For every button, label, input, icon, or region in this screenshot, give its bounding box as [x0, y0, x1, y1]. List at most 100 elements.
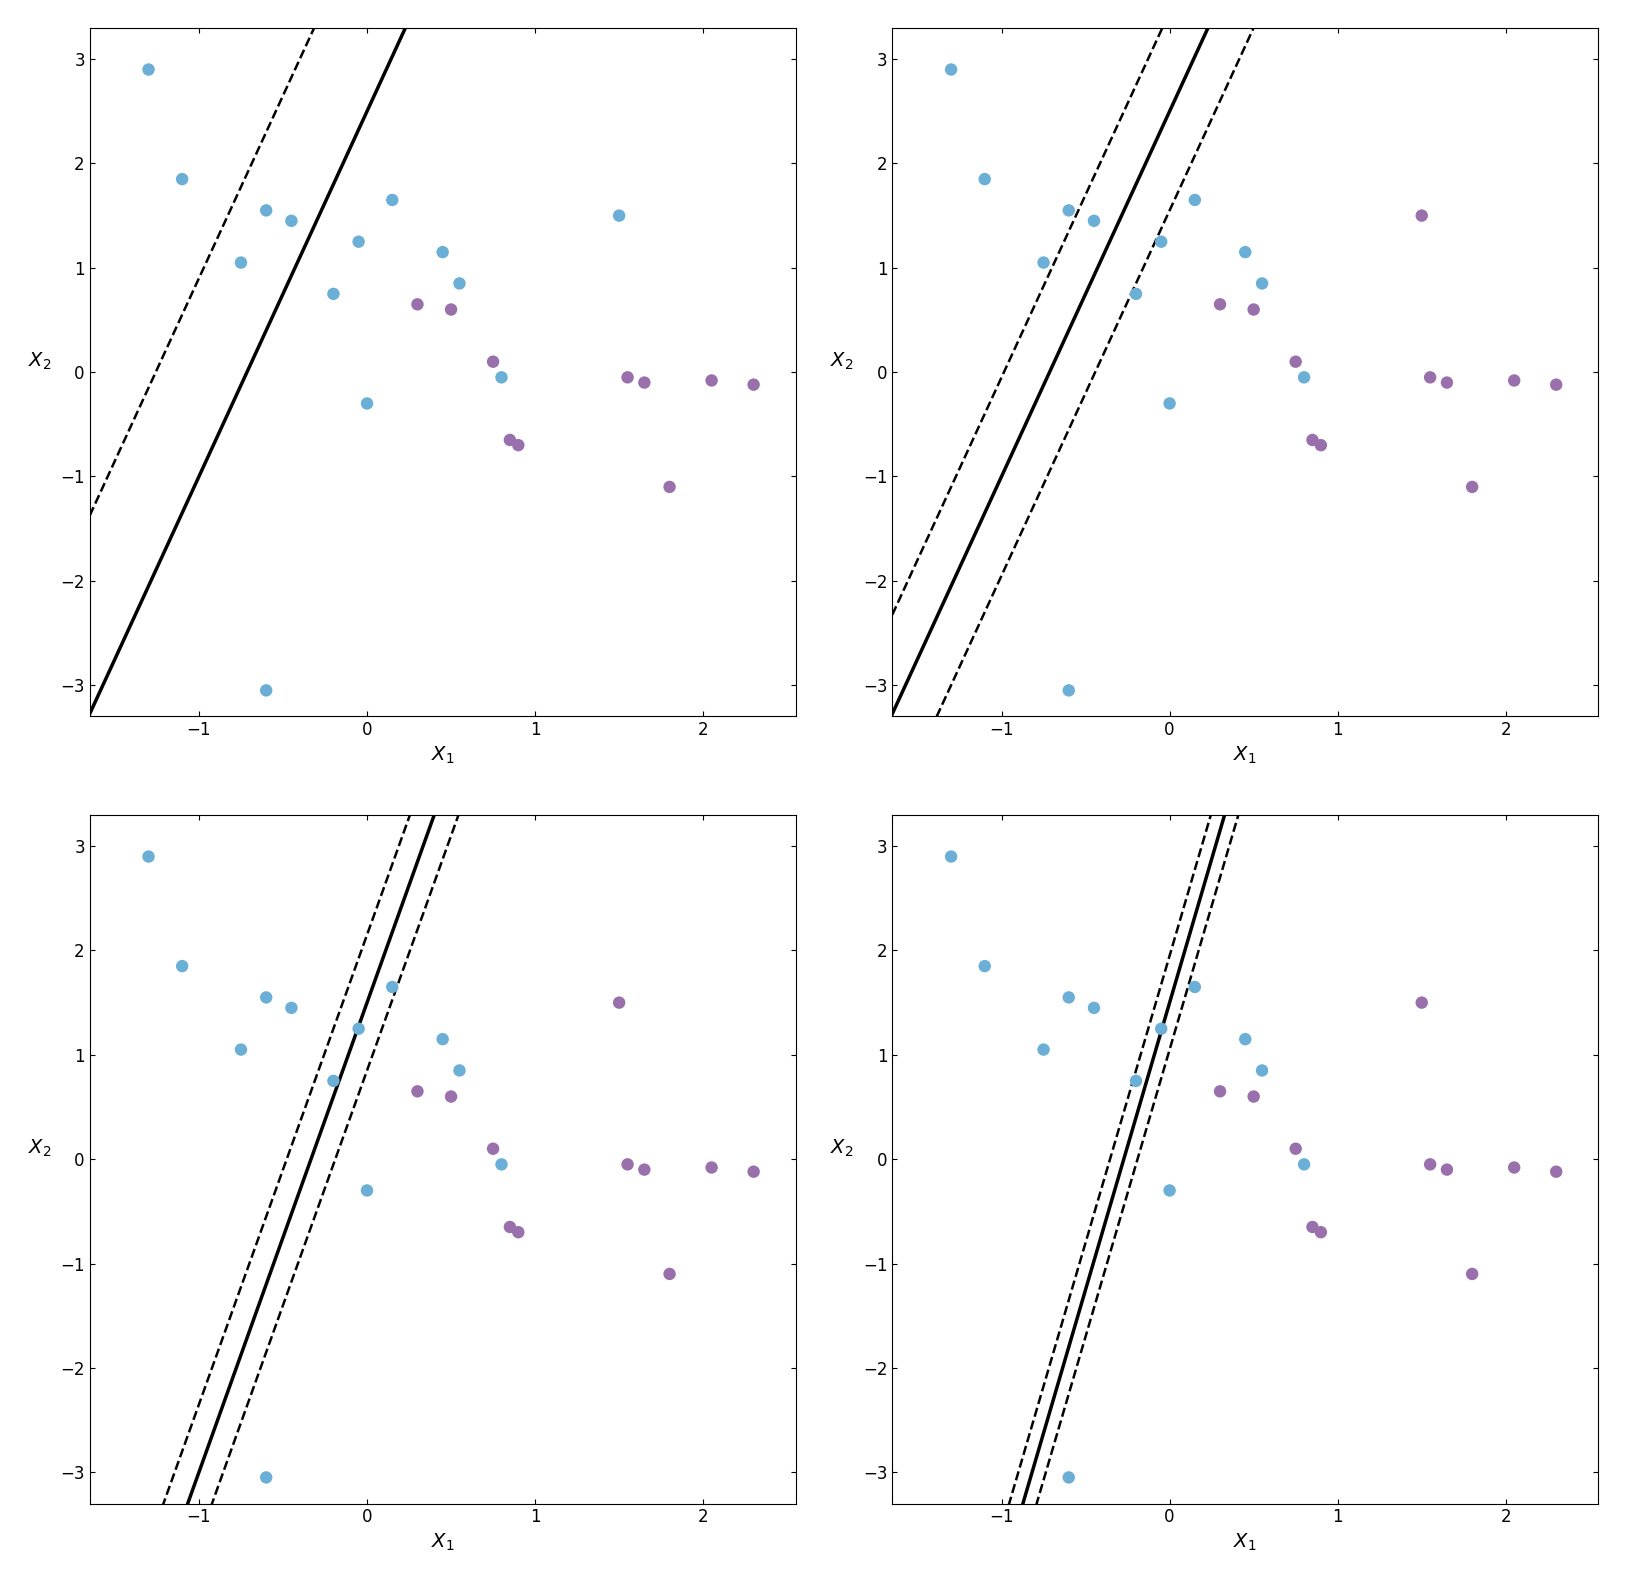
Point [1182, 974, 1208, 999]
Point [1299, 1214, 1325, 1240]
Point [1233, 239, 1259, 264]
Point [1459, 1262, 1485, 1287]
Y-axis label: $X_2$: $X_2$ [28, 1138, 52, 1159]
Point [1249, 270, 1275, 296]
Point [480, 349, 506, 375]
Point [1408, 202, 1434, 228]
Point [480, 1137, 506, 1162]
Point [1283, 1137, 1309, 1162]
Point [379, 187, 405, 212]
Point [447, 1058, 473, 1083]
Point [254, 678, 280, 704]
Point [1283, 349, 1309, 375]
Point [606, 202, 633, 228]
Point [498, 427, 524, 452]
X-axis label: $X_1$: $X_1$ [431, 1532, 454, 1553]
Point [1501, 1154, 1527, 1179]
Point [429, 1026, 455, 1051]
Point [1501, 368, 1527, 394]
Point [699, 1154, 725, 1179]
Point [437, 297, 463, 323]
Point [320, 281, 346, 307]
Point [379, 974, 405, 999]
Point [169, 166, 195, 191]
Point [1434, 1157, 1460, 1183]
Point [1459, 474, 1485, 500]
Point [1124, 1069, 1150, 1094]
Point [1031, 1037, 1057, 1062]
Point [228, 1037, 254, 1062]
Point [1156, 391, 1182, 416]
Point [699, 368, 725, 394]
Point [1055, 678, 1081, 704]
Y-axis label: $X_2$: $X_2$ [831, 1138, 854, 1159]
Point [228, 250, 254, 275]
Point [1408, 990, 1434, 1015]
Point [1124, 281, 1150, 307]
Point [1418, 1151, 1444, 1176]
Point [135, 844, 161, 870]
Point [938, 57, 964, 82]
Point [1055, 1464, 1081, 1489]
Point [278, 209, 304, 234]
Point [615, 1151, 641, 1176]
Point [1543, 372, 1569, 397]
Point [1233, 1026, 1259, 1051]
Point [1307, 1219, 1333, 1244]
Point [1249, 1058, 1275, 1083]
Point [447, 270, 473, 296]
Point [346, 229, 372, 255]
Point [1148, 1017, 1174, 1042]
Point [740, 1159, 766, 1184]
Point [1241, 1085, 1267, 1110]
Point [405, 291, 431, 316]
Point [1418, 365, 1444, 391]
Point [1156, 1178, 1182, 1203]
Point [506, 433, 532, 458]
Point [1299, 427, 1325, 452]
Point [972, 166, 998, 191]
Point [278, 994, 304, 1020]
Point [1182, 187, 1208, 212]
Point [657, 1262, 683, 1287]
Point [1031, 250, 1057, 275]
X-axis label: $X_1$: $X_1$ [1234, 745, 1257, 767]
Point [1291, 1151, 1317, 1176]
Point [631, 370, 657, 395]
Point [488, 1151, 514, 1176]
Y-axis label: $X_2$: $X_2$ [831, 351, 854, 372]
Point [506, 1219, 532, 1244]
Point [1081, 994, 1107, 1020]
Point [657, 474, 683, 500]
Point [1081, 209, 1107, 234]
Point [498, 1214, 524, 1240]
Point [740, 372, 766, 397]
Point [1291, 365, 1317, 391]
Point [254, 985, 280, 1010]
Point [429, 239, 455, 264]
Point [346, 1017, 372, 1042]
Point [1434, 370, 1460, 395]
Point [254, 198, 280, 223]
Point [1241, 297, 1267, 323]
Point [1055, 985, 1081, 1010]
Point [135, 57, 161, 82]
Point [606, 990, 633, 1015]
Point [354, 1178, 380, 1203]
Point [615, 365, 641, 391]
Point [1206, 1078, 1233, 1104]
X-axis label: $X_1$: $X_1$ [1234, 1532, 1257, 1553]
Point [631, 1157, 657, 1183]
Point [1055, 198, 1081, 223]
Point [437, 1085, 463, 1110]
X-axis label: $X_1$: $X_1$ [431, 745, 454, 767]
Y-axis label: $X_2$: $X_2$ [28, 351, 52, 372]
Point [354, 391, 380, 416]
Point [938, 844, 964, 870]
Point [972, 953, 998, 979]
Point [1307, 433, 1333, 458]
Point [320, 1069, 346, 1094]
Point [1206, 291, 1233, 316]
Point [488, 365, 514, 391]
Point [254, 1464, 280, 1489]
